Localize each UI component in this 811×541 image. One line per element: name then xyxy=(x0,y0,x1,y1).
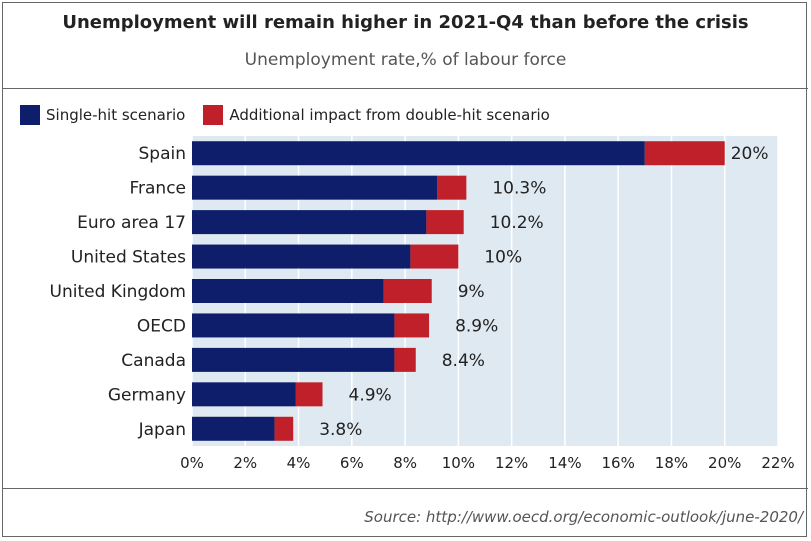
x-tick-label: 0% xyxy=(180,454,204,472)
chart-title: Unemployment will remain higher in 2021-… xyxy=(62,12,749,33)
bar-single-hit xyxy=(192,210,427,235)
bar-single-hit xyxy=(192,416,275,441)
total-label: 10% xyxy=(484,248,522,268)
x-tick-label: 14% xyxy=(548,454,581,472)
x-tick-label: 12% xyxy=(495,454,528,472)
footer-divider xyxy=(3,488,808,489)
bar-double-hit xyxy=(437,175,467,200)
bar-double-hit xyxy=(410,244,459,269)
legend: Single-hit scenario Additional impact fr… xyxy=(20,104,568,126)
bar-single-hit xyxy=(192,313,395,338)
bar-single-hit xyxy=(192,279,384,303)
legend-label-single-hit: Single-hit scenario xyxy=(46,106,186,124)
bar-single-hit xyxy=(192,382,296,407)
bar-single-hit xyxy=(192,244,411,269)
total-label: 4.9% xyxy=(349,385,392,405)
x-tick-label: 20% xyxy=(708,454,741,472)
bar-double-hit xyxy=(394,313,430,338)
category-label: Germany xyxy=(108,385,186,405)
category-label: Japan xyxy=(138,420,186,440)
category-label: Canada xyxy=(121,351,186,371)
legend-label-double-hit: Additional impact from double-hit scenar… xyxy=(229,106,550,124)
category-label: United Kingdom xyxy=(50,282,186,302)
header-divider xyxy=(3,88,808,89)
x-tick-label: 4% xyxy=(287,454,311,472)
legend-swatch-single-hit xyxy=(20,105,40,125)
bar-double-hit xyxy=(383,279,432,303)
total-label: 8.4% xyxy=(442,351,485,371)
category-label: United States xyxy=(71,248,186,268)
x-tick-label: 10% xyxy=(442,454,475,472)
bar-single-hit xyxy=(192,141,645,166)
total-label: 10.2% xyxy=(490,213,544,233)
bar-double-hit xyxy=(644,141,725,166)
chart-subtitle: Unemployment rate,% of labour force xyxy=(244,50,567,70)
legend-swatch-double-hit xyxy=(203,105,224,125)
total-label: 20% xyxy=(731,144,769,164)
category-label: Euro area 17 xyxy=(77,213,186,233)
bar-double-hit xyxy=(426,210,464,235)
x-tick-label: 22% xyxy=(761,454,794,472)
x-tick-label: 8% xyxy=(393,454,417,472)
total-label: 10.3% xyxy=(492,179,546,199)
total-label: 9% xyxy=(458,282,485,302)
total-label: 3.8% xyxy=(319,420,362,440)
source-note: Source: http://www.oecd.org/economic-out… xyxy=(364,508,803,526)
x-tick-label: 2% xyxy=(233,454,257,472)
bar-double-hit xyxy=(295,382,323,407)
category-label: Spain xyxy=(139,144,187,164)
x-tick-label: 18% xyxy=(655,454,688,472)
total-label: 8.9% xyxy=(455,316,498,336)
bar-single-hit xyxy=(192,175,438,200)
category-label: France xyxy=(129,179,186,199)
legend-item-single-hit: Single-hit scenario xyxy=(20,105,185,125)
x-tick-label: 6% xyxy=(340,454,364,472)
bar-double-hit xyxy=(274,416,294,441)
legend-item-double-hit: Additional impact from double-hit scenar… xyxy=(203,105,550,125)
bar-double-hit xyxy=(394,347,416,372)
category-label: OECD xyxy=(137,316,186,336)
x-tick-label: 16% xyxy=(602,454,635,472)
bar-single-hit xyxy=(192,347,395,372)
